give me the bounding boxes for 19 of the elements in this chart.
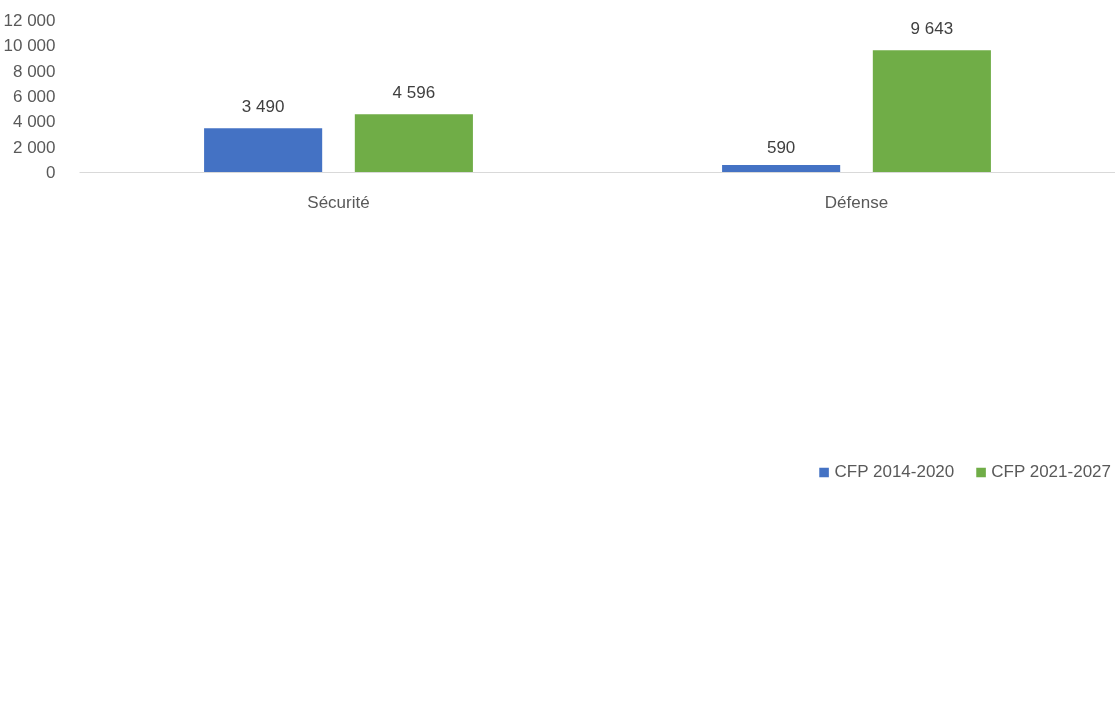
data-label: 4 596 [392,83,436,103]
data-label: 3 490 [241,97,285,117]
bar [354,114,473,173]
legend-label: CFP 2014-2020 [834,462,955,482]
bar [204,128,323,173]
y-tick-label: 8 000 [12,61,56,81]
x-tick-label: Défense [824,192,889,212]
y-tick-label: 12 000 [3,11,56,30]
bar [872,50,991,173]
bar [722,165,841,173]
x-tick-label: Sécurité [307,192,370,212]
y-tick-label: 10 000 [3,36,56,56]
y-tick-label: 4 000 [12,112,56,132]
data-label: 9 643 [910,19,954,39]
legend-label: CFP 2021-2027 [991,462,1111,482]
y-tick-label: 0 [46,163,56,182]
y-tick-label: 2 000 [12,137,56,157]
y-tick-label: 6 000 [12,87,56,106]
data-label: 590 [766,138,796,158]
